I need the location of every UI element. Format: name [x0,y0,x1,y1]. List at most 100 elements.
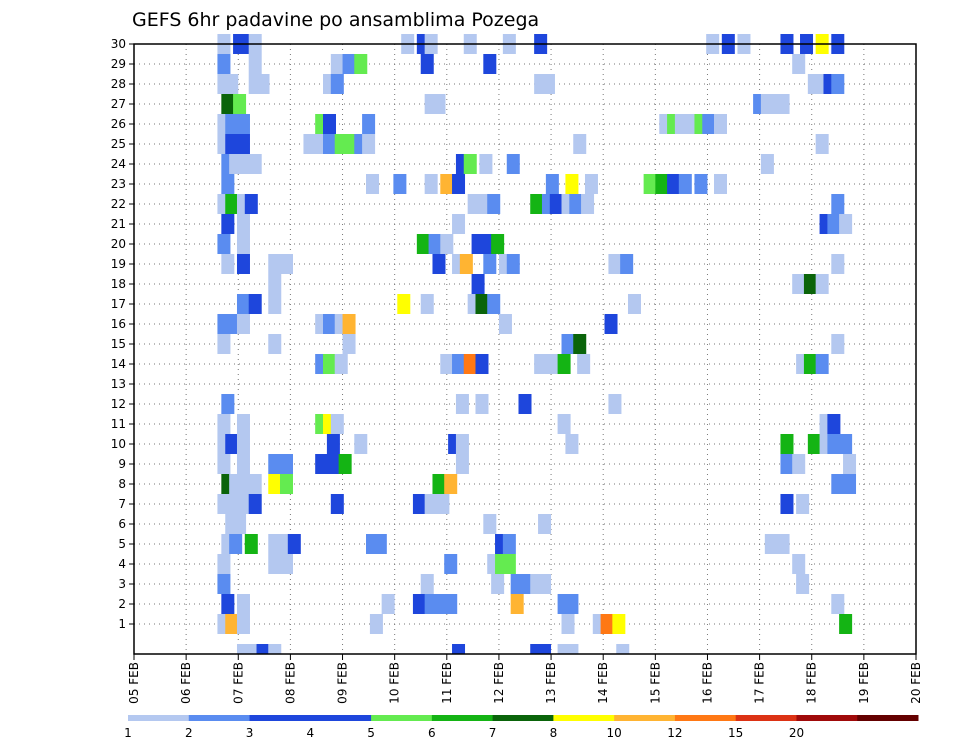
heatmap-cell [268,644,282,654]
heatmap-cell [463,354,477,374]
heatmap-cell [330,74,344,94]
heatmap-cell [236,114,250,134]
x-tick-label: 05 FEB [127,662,141,704]
colorbar-segment [674,715,737,721]
heatmap-cell [256,644,270,654]
heatmap-cell [792,54,806,74]
heatmap-cell [217,234,231,254]
heatmap-cell [565,434,579,454]
heatmap-cell [236,154,250,174]
heatmap-cell [256,74,270,94]
y-tick-label: 25 [111,137,126,151]
heatmap-cell [803,354,817,374]
heatmap-cell [827,434,841,454]
heatmap-cell [303,134,317,154]
heatmap-cell [393,174,407,194]
y-tick-label: 13 [111,377,126,391]
heatmap-cell [604,314,618,334]
heatmap-cell [483,514,497,534]
y-tick-label: 1 [118,617,126,631]
heatmap-cell [236,314,250,334]
colorbar-segment [553,715,615,721]
heatmap-cell [760,154,774,174]
heatmap-cell [608,394,622,414]
y-tick-label: 28 [111,77,126,91]
colorbar-segment [857,715,919,721]
heatmap-cell [287,534,301,554]
heatmap-cell [764,534,778,554]
heatmap-cell [268,534,282,554]
y-tick-label: 27 [111,97,126,111]
heatmap-cell [506,154,520,174]
x-axis: 05 FEB 06 FEB 07 FEB 08 FEB 09 FEB 10 FEB 11 F… [127,654,923,704]
heatmap-cell [538,574,552,594]
heatmap-cell [342,314,356,334]
heatmap-cell [323,114,336,134]
heatmap-cell [217,334,231,354]
colorbar-label: 7 [489,726,497,740]
heatmap-cell [354,434,368,454]
heatmap-cell [236,234,250,254]
heatmap-cell [268,274,282,294]
heatmap-cell [268,474,282,494]
heatmap-cell [225,434,239,454]
heatmap-cell [510,594,524,614]
colorbar-label: 8 [550,726,558,740]
heatmap-cell [792,554,806,574]
colorbar-segment [310,715,372,721]
heatmap-cell [236,254,250,274]
colorbar-label: 5 [367,726,375,740]
heatmap-cell [236,594,250,614]
heatmap-cell [424,494,438,514]
y-tick-label: 8 [118,477,126,491]
heatmap-cell [248,494,262,514]
heatmap-cell [432,254,446,274]
x-tick-label: 18 FEB [805,662,819,704]
heatmap-cell [221,594,235,614]
heatmap-cell [463,154,477,174]
y-tick-label: 6 [118,517,126,531]
heatmap-cell [440,174,454,194]
heatmap-cell [268,294,282,314]
x-tick-label: 16 FEB [700,662,714,704]
heatmap-cell [643,174,657,194]
y-axis: 1234567891011121314151617181920212223242… [111,37,134,631]
heatmap-cell [326,434,340,454]
colorbar-segment [128,715,190,721]
heatmap-cell [236,294,250,314]
heatmap-cell [780,454,794,474]
y-tick-label: 15 [111,337,126,351]
heatmap-cell [381,594,395,614]
colorbar-segment [249,715,311,721]
heatmap-cell [565,594,579,614]
heatmap-cell [373,534,387,554]
heatmap-cell [455,394,469,414]
heatmap-cell [315,454,329,474]
y-tick-label: 2 [118,597,126,611]
heatmap-cell [420,574,434,594]
heatmap-cell [561,614,575,634]
heatmap-cell [831,74,845,94]
heatmap-cell [475,294,489,314]
heatmap-cell [217,554,231,574]
heatmap-cell [362,134,376,154]
heatmap-cell [815,274,829,294]
heatmap-cell [471,274,485,294]
heatmap-cell [483,54,497,74]
y-tick-label: 29 [111,57,126,71]
heatmap-cell [428,234,442,254]
heatmap-cell [839,214,853,234]
y-tick-label: 26 [111,117,126,131]
y-tick-label: 9 [118,457,126,471]
heatmap-cell [608,254,622,274]
colorbar-segment [371,715,433,721]
heatmap-cell [561,334,575,354]
heatmap-cell [248,54,262,74]
heatmap-cell [518,394,532,414]
x-tick-label: 20 FEB [909,662,923,704]
heatmap-cell [620,254,634,274]
heatmap-cell [217,574,231,594]
heatmap-cell [694,174,708,194]
heatmap-cell [530,194,544,214]
heatmap-cell [780,494,794,514]
